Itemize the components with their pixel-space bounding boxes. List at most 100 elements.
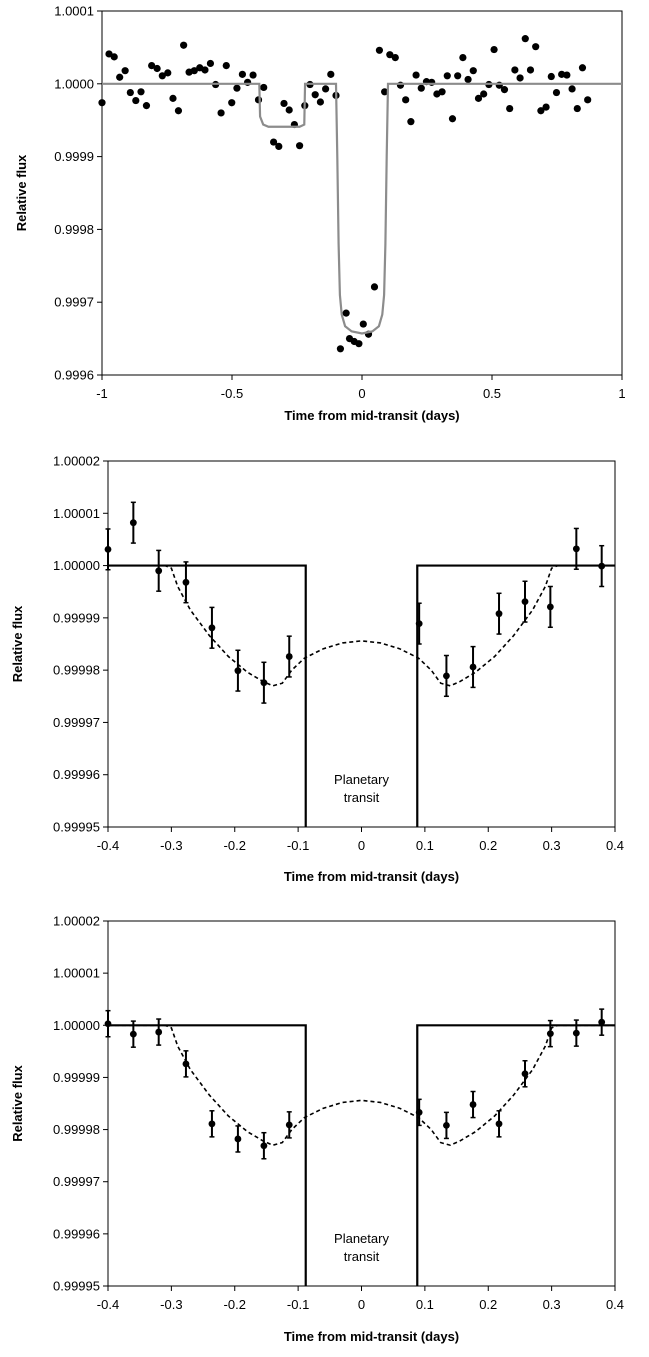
data-point — [110, 53, 118, 61]
data-point — [260, 83, 268, 92]
data-point — [495, 610, 503, 618]
x-tick-label: 0.4 — [606, 838, 624, 853]
data-point — [443, 72, 451, 80]
data-point — [459, 53, 467, 62]
data-point — [249, 71, 257, 79]
x-tick-label: -0.3 — [160, 1297, 182, 1312]
data-point — [327, 70, 335, 78]
data-point — [500, 86, 509, 94]
data-point — [342, 309, 350, 317]
data-point — [526, 66, 535, 74]
x-tick-label: -0.1 — [287, 1297, 309, 1312]
data-point — [448, 115, 457, 123]
data-point — [169, 94, 177, 102]
data-point — [238, 70, 246, 78]
data-point — [386, 51, 394, 59]
data-point — [132, 96, 140, 105]
data-point — [158, 72, 166, 80]
x-axis-title: Time from mid-transit (days) — [284, 1329, 459, 1344]
data-point — [480, 90, 488, 98]
data-point — [381, 88, 389, 96]
data-point — [164, 69, 172, 77]
x-tick-label: 0.1 — [416, 1297, 434, 1312]
y-tick-label: 1.00001 — [53, 966, 100, 981]
data-point — [573, 104, 581, 113]
x-tick-label: 0.3 — [543, 838, 561, 853]
data-point — [417, 84, 425, 92]
data-point — [359, 320, 367, 328]
x-tick-label: -0.1 — [287, 838, 309, 853]
data-point — [511, 66, 519, 74]
data-point — [208, 1120, 216, 1128]
data-point — [121, 67, 129, 75]
y-tick-label: 0.9996 — [54, 368, 94, 383]
annotation-text: Planetary — [334, 772, 389, 787]
data-point — [336, 345, 345, 353]
x-tick-label: 0.2 — [479, 1297, 497, 1312]
data-point — [322, 85, 330, 93]
y-axis-title: Relative flux — [14, 154, 29, 231]
data-point — [285, 653, 293, 660]
y-tick-label: 0.9998 — [54, 222, 94, 237]
data-point — [469, 1101, 477, 1108]
x-axis-title: Time from mid-transit (days) — [284, 408, 459, 423]
x-tick-label: -0.4 — [97, 838, 119, 853]
x-tick-label: 0.4 — [606, 1297, 624, 1312]
annotation-text: Planetary — [334, 1231, 389, 1246]
data-point — [568, 85, 576, 93]
transit-model-line — [108, 1024, 307, 1286]
data-point — [584, 96, 592, 104]
data-point — [552, 88, 561, 97]
data-point — [521, 598, 529, 606]
data-point — [469, 67, 477, 75]
data-point — [316, 98, 324, 106]
data-point — [438, 88, 446, 96]
data-point — [116, 73, 124, 81]
data-point — [137, 88, 145, 96]
data-point — [233, 84, 241, 92]
data-point — [148, 62, 156, 70]
data-point — [572, 1029, 580, 1037]
data-point — [537, 107, 545, 115]
data-point — [469, 663, 477, 671]
x-tick-label: 0.3 — [543, 1297, 561, 1312]
data-point — [142, 102, 151, 110]
data-point — [375, 46, 384, 54]
y-tick-label: 1.00001 — [53, 506, 100, 521]
data-point — [234, 667, 242, 675]
transit-model-line — [416, 1024, 615, 1286]
annotation-text: transit — [344, 1249, 380, 1264]
x-tick-label: 1 — [618, 386, 625, 401]
y-tick-label: 1.0000 — [54, 76, 94, 91]
data-point — [563, 71, 571, 79]
y-tick-label: 1.00002 — [53, 914, 100, 929]
data-point — [201, 66, 209, 74]
data-point — [174, 107, 183, 115]
y-tick-label: 1.0001 — [54, 4, 94, 19]
x-tick-label: 0.5 — [483, 386, 501, 401]
dashed-model-curve — [108, 1024, 615, 1147]
data-point — [180, 41, 188, 49]
data-point — [126, 88, 134, 97]
y-tick-label: 0.9999 — [54, 149, 94, 164]
x-tick-label: -0.3 — [160, 838, 182, 853]
data-point — [490, 45, 498, 54]
data-point — [153, 64, 161, 73]
data-point — [532, 43, 540, 51]
y-tick-label: 0.99998 — [53, 663, 100, 678]
dashed-model-curve — [108, 564, 615, 687]
chart-model-a: 0.99995 0.99996 0.99997 0.99998 0.99999 1.000… — [10, 454, 624, 885]
data-point — [280, 99, 288, 108]
data-point — [208, 624, 216, 632]
y-tick-label: 0.99998 — [53, 1122, 100, 1137]
data-point — [155, 1028, 163, 1036]
transit-model-line — [416, 564, 615, 827]
x-tick-label: -0.5 — [221, 386, 243, 401]
data-point — [521, 35, 529, 43]
data-point — [443, 1122, 450, 1129]
data-point — [474, 94, 483, 102]
transit-model-line — [108, 564, 307, 827]
y-axis-title: Relative flux — [10, 1064, 25, 1141]
data-point — [254, 96, 263, 104]
